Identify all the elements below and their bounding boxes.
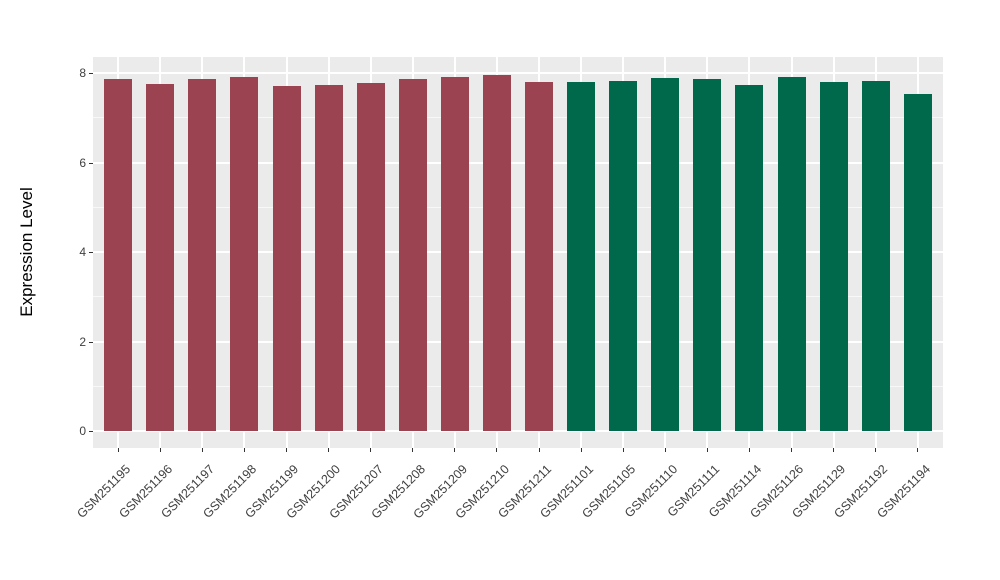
bar xyxy=(777,76,806,431)
y-tick-label: 8 xyxy=(79,66,86,80)
x-tick xyxy=(580,448,582,452)
x-tick xyxy=(748,448,750,452)
bar xyxy=(272,85,301,431)
bar xyxy=(188,78,217,431)
bar xyxy=(482,75,511,431)
x-tick xyxy=(791,448,793,452)
h-gridline-major xyxy=(93,72,943,74)
h-gridline-major xyxy=(93,340,943,343)
y-tick xyxy=(89,252,93,253)
bar xyxy=(230,76,259,431)
plot-panel xyxy=(93,57,943,448)
bar xyxy=(314,85,343,431)
bar xyxy=(609,80,638,431)
x-tick xyxy=(706,448,708,452)
h-gridline-major xyxy=(93,251,943,253)
h-gridline-major xyxy=(93,430,943,432)
h-gridline-minor xyxy=(93,117,943,119)
x-tick xyxy=(664,448,666,452)
bar xyxy=(104,78,133,431)
bar xyxy=(356,82,385,431)
x-tick xyxy=(117,448,119,452)
x-tick xyxy=(622,448,624,452)
bar xyxy=(146,84,175,431)
x-tick xyxy=(833,448,835,452)
x-tick xyxy=(538,448,540,452)
h-gridline-major xyxy=(93,161,943,164)
x-tick xyxy=(243,448,245,452)
x-tick xyxy=(201,448,203,452)
y-tick-label: 4 xyxy=(79,245,86,259)
bar xyxy=(525,81,554,431)
x-tick xyxy=(875,448,877,452)
h-gridline-minor xyxy=(93,385,943,387)
x-tick xyxy=(496,448,498,452)
bar xyxy=(903,94,932,431)
y-axis-title: Expression Level xyxy=(17,187,36,317)
bar xyxy=(651,77,680,431)
x-tick xyxy=(328,448,330,452)
bar xyxy=(735,84,764,431)
y-tick xyxy=(89,73,93,74)
bar xyxy=(567,81,596,431)
y-tick-label: 2 xyxy=(79,334,86,349)
bar xyxy=(693,79,722,431)
h-gridline-minor xyxy=(93,206,943,208)
bar xyxy=(440,77,469,431)
x-tick xyxy=(159,448,161,452)
x-tick xyxy=(370,448,372,452)
y-tick xyxy=(89,431,93,432)
y-tick-label: 6 xyxy=(79,155,86,170)
y-tick xyxy=(89,162,93,164)
x-tick xyxy=(454,448,456,452)
bar xyxy=(819,81,848,431)
x-tick xyxy=(286,448,288,452)
bar xyxy=(398,78,427,431)
y-tick-label: 0 xyxy=(79,424,86,438)
h-gridline-minor xyxy=(93,296,943,298)
bar xyxy=(861,81,890,431)
x-tick xyxy=(412,448,414,452)
x-tick xyxy=(917,448,919,452)
y-tick xyxy=(89,341,93,343)
